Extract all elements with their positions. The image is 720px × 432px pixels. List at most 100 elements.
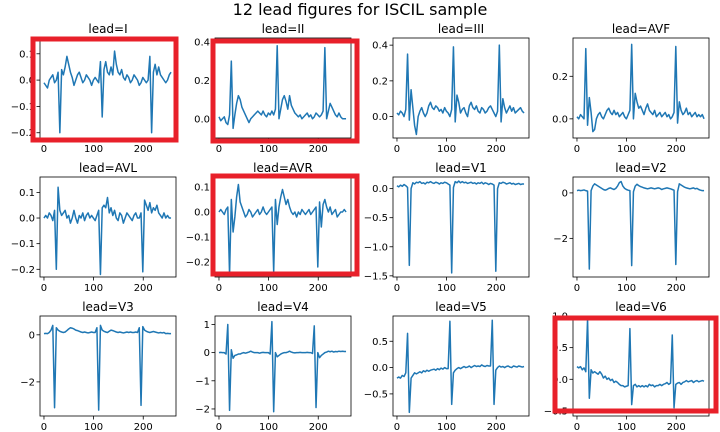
subplot-title: lead=V5 (435, 300, 487, 314)
y-tick-label: 0.5 (372, 337, 388, 348)
y-tick-label: 0.5 (552, 343, 568, 354)
y-tick-label: −0.5 (364, 389, 388, 400)
x-tick-label: 100 (437, 283, 456, 294)
x-tick-label: 0 (216, 283, 222, 294)
subplot-title: lead=III (438, 22, 484, 36)
x-tick-label: 200 (134, 283, 153, 294)
highlight-box (210, 173, 360, 277)
axes-frame (572, 315, 710, 417)
subplot-title: lead=II (262, 22, 305, 36)
y-tick-label: −0.2 (11, 265, 35, 276)
y-tick-label: −1.0 (364, 242, 388, 253)
x-tick-label: 200 (487, 144, 506, 155)
x-tick-label: 100 (84, 144, 103, 155)
subplot-title: lead=V4 (257, 300, 309, 314)
y-tick-label: −0.1 (11, 102, 35, 113)
subplot-avf: lead=AVF 0 100 200 0.0 0.2 (552, 22, 710, 155)
y-tick-label: −2 (20, 377, 35, 388)
y-tick-label: −1.5 (364, 271, 388, 282)
x-tick-label: 200 (309, 144, 328, 155)
x-tick-label: 100 (437, 422, 456, 432)
y-tick-label: 0.2 (372, 76, 388, 87)
x-tick-label: 100 (84, 283, 103, 294)
x-tick-label: 200 (134, 422, 153, 432)
highlight-box (210, 38, 360, 144)
series-line (218, 320, 347, 413)
series-line (43, 50, 172, 134)
y-tick-label: 0.1 (19, 49, 35, 60)
subplot-v5: lead=V5 0 100 200 −0.5 0.0 0.5 (364, 300, 530, 432)
x-tick-label: 200 (667, 422, 686, 432)
x-tick-label: 100 (84, 422, 103, 432)
y-tick-label: 0 (562, 188, 568, 199)
y-tick-label: −0.5 (364, 213, 388, 224)
y-tick-label: −2 (553, 234, 568, 245)
series-line (218, 44, 347, 130)
x-tick-label: 0 (394, 422, 400, 432)
subplot-title: lead=V1 (435, 161, 487, 175)
y-tick-label: −2 (195, 404, 210, 415)
x-tick-label: 0 (41, 283, 47, 294)
x-tick-label: 100 (617, 283, 636, 294)
y-tick-label: 0.4 (194, 37, 210, 48)
y-tick-label: −0.1 (186, 233, 210, 244)
x-tick-label: 200 (487, 422, 506, 432)
subplot-title: lead=V3 (82, 300, 134, 314)
y-tick-label: 0.0 (19, 76, 35, 87)
x-tick-label: 200 (487, 283, 506, 294)
y-tick-label: 0.0 (19, 214, 35, 225)
axes-frame (214, 315, 352, 417)
x-tick-label: 100 (259, 422, 278, 432)
x-tick-label: 0 (574, 144, 580, 155)
series-line (396, 319, 525, 414)
y-tick-label: 0.0 (372, 112, 388, 123)
x-tick-label: 0 (574, 422, 580, 432)
axes-frame (39, 315, 177, 417)
subplot-v4: lead=V4 0 100 200 −2 −1 0 1 (195, 300, 352, 432)
x-tick-label: 100 (259, 144, 278, 155)
series-line (43, 324, 172, 411)
series-line (576, 318, 705, 409)
figure-title: 12 lead figures for ISCIL sample (232, 0, 488, 19)
x-tick-label: 0 (394, 144, 400, 155)
axes-frame (392, 176, 530, 278)
y-tick-label: 0.2 (194, 76, 210, 87)
x-tick-label: 0 (394, 283, 400, 294)
x-tick-label: 100 (437, 144, 456, 155)
highlight-box (30, 36, 179, 143)
y-tick-label: 0.0 (552, 375, 568, 386)
y-tick-label: 0.0 (552, 114, 568, 125)
subplot-avr: lead=AVR 0 100 200 −0.2 −0.1 0.0 0.1 (186, 161, 352, 294)
highlight-box (552, 315, 719, 414)
axes-frame (39, 176, 177, 278)
subplot-title: lead=AVR (253, 161, 313, 175)
x-tick-label: 100 (617, 422, 636, 432)
y-tick-label: −0.2 (11, 128, 35, 139)
y-tick-label: 0.1 (194, 183, 210, 194)
subplot-v1: lead=V1 0 100 200 −1.5 −1.0 −0.5 0.0 (364, 161, 530, 294)
y-tick-label: −1 (195, 376, 210, 387)
series-line (43, 186, 172, 276)
series-line (396, 180, 525, 274)
subplot-title: lead=AVF (612, 22, 670, 36)
x-tick-label: 0 (216, 422, 222, 432)
y-tick-label: 0.1 (19, 188, 35, 199)
y-tick-label: 0 (29, 330, 35, 341)
x-tick-label: 0 (216, 144, 222, 155)
y-tick-label: 1 (204, 320, 210, 331)
axes-frame (392, 315, 530, 417)
subplot-title: lead=AVL (79, 161, 137, 175)
x-tick-label: 0 (574, 283, 580, 294)
series-line (396, 44, 525, 136)
x-tick-label: 200 (309, 283, 328, 294)
y-tick-label: 0.0 (194, 208, 210, 219)
subplot-iii: lead=III 0 100 200 0.0 0.2 0.4 (372, 22, 530, 155)
axes-frame (572, 176, 710, 278)
x-tick-label: 0 (41, 144, 47, 155)
subplot-v2: lead=V2 0 100 200 −2 0 (553, 161, 710, 294)
subplot-ii: lead=II 0 100 200 0.0 0.2 0.4 (194, 22, 352, 155)
subplot-title: lead=I (88, 22, 127, 36)
y-tick-label: 0.4 (372, 41, 388, 52)
